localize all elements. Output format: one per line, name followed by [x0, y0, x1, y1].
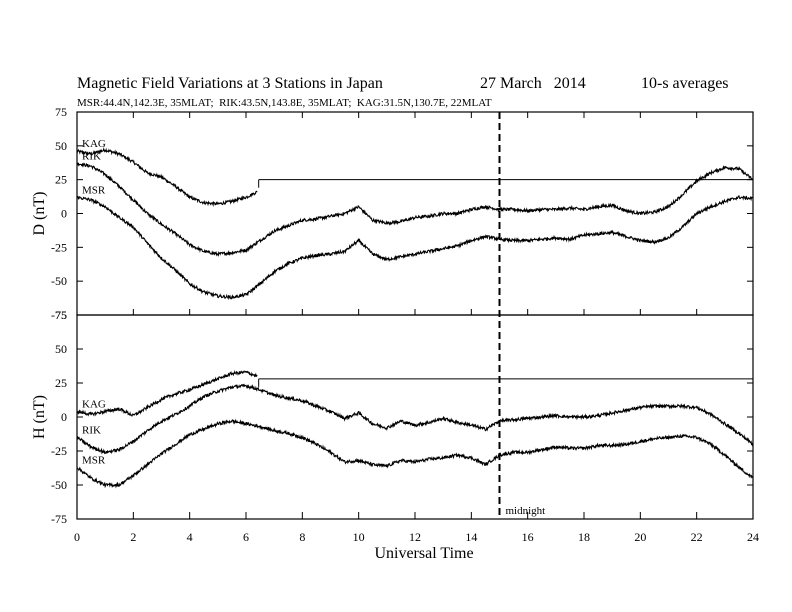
- x-tick-label: 10: [353, 530, 365, 544]
- series-line-msr: [76, 418, 754, 489]
- h-component-panel: 75 50 25 0 -25 -50 -75 H (nT) KAG RIK MSR: [31, 308, 754, 526]
- chart-title: Magnetic Field Variations at 3 Stations …: [77, 75, 383, 92]
- y-tick-label: 25: [55, 173, 67, 187]
- y-tick-label: 25: [55, 376, 67, 390]
- x-tick-label: 18: [578, 530, 590, 544]
- x-tick-label: 6: [243, 530, 249, 544]
- x-axis-label: Universal Time: [374, 545, 473, 562]
- station-label-rik: RIK: [82, 424, 101, 436]
- series-line-kag: [76, 370, 258, 418]
- x-tick-label: 24: [747, 530, 759, 544]
- x-tick-label: 12: [409, 530, 421, 544]
- y-tick-label: 50: [55, 139, 67, 153]
- chart-date: 27 March 2014: [480, 75, 586, 92]
- x-tick-label: 8: [299, 530, 305, 544]
- y-tick-label: 50: [55, 342, 67, 356]
- series-line-rik: [76, 162, 754, 257]
- station-label-msr: MSR: [82, 184, 106, 196]
- y-tick-label: -75: [51, 308, 67, 322]
- y-tick-label: -25: [51, 240, 67, 254]
- x-tick-label: 20: [634, 530, 646, 544]
- series-line-rik: [76, 383, 754, 455]
- y-tick-label: -50: [51, 274, 67, 288]
- station-coordinates: MSR:44.4N,142.3E, 35MLAT; RIK:43.5N,143.…: [77, 97, 492, 109]
- chart-averaging: 10-s averages: [641, 75, 729, 92]
- y-tick-label: 75: [55, 308, 67, 322]
- y-tick-label: -75: [51, 512, 67, 526]
- midnight-marker: midnight: [498, 112, 546, 519]
- station-label-msr: MSR: [82, 454, 106, 466]
- y-axis-label: H (nT): [31, 395, 48, 439]
- x-axis: 0 2 4 6 8 10 12 14 16 18 20 22 24: [74, 112, 759, 544]
- x-tick-label: 2: [130, 530, 136, 544]
- y-tick-label: 0: [61, 207, 67, 221]
- x-tick-label: 16: [522, 530, 534, 544]
- y-tick-label: -25: [51, 444, 67, 458]
- station-label-kag: KAG: [82, 138, 106, 150]
- station-label-kag: KAG: [82, 399, 106, 411]
- series-line-kag: [76, 147, 258, 207]
- x-tick-label: 4: [187, 530, 193, 544]
- y-axis-label: D (nT): [31, 192, 48, 236]
- x-tick-label: 14: [465, 530, 477, 544]
- station-label-rik: RIK: [82, 150, 101, 162]
- plot-frame: [76, 314, 754, 520]
- y-tick-label: -50: [51, 478, 67, 492]
- x-tick-label: 0: [74, 530, 80, 544]
- series-line-msr: [76, 194, 754, 301]
- y-tick-label: 0: [61, 410, 67, 424]
- x-tick-label: 22: [691, 530, 703, 544]
- y-tick-label: 75: [55, 105, 67, 119]
- midnight-label: midnight: [506, 505, 546, 517]
